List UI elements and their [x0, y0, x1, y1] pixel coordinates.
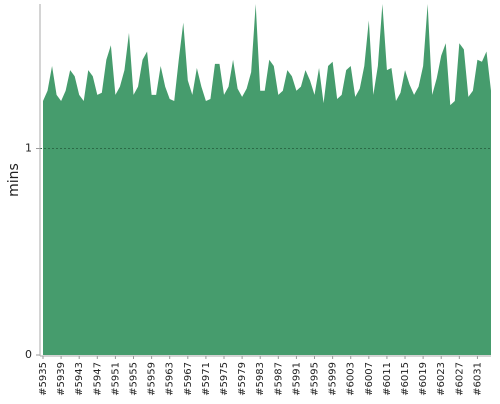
y-tick-label: 1: [25, 142, 32, 155]
x-tick-label: #5991: [291, 362, 302, 396]
x-tick-label: #5951: [110, 362, 121, 396]
x-tick-label: #5955: [129, 362, 140, 396]
x-tick-label: #5967: [183, 362, 194, 396]
y-axis-label: mins: [6, 163, 22, 197]
x-tick-label: #5959: [147, 362, 158, 396]
x-tick-label: #5935: [38, 362, 49, 396]
x-tick-label: #5979: [237, 362, 248, 396]
x-tick-label: #5943: [74, 362, 85, 396]
y-tick-label: 0: [25, 348, 32, 361]
x-tick-label: #5939: [56, 362, 67, 396]
x-tick-label: #5999: [328, 362, 339, 396]
x-tick-label: #5975: [219, 362, 230, 396]
x-tick-label: #6019: [418, 362, 429, 396]
x-tick-label: #5995: [310, 362, 321, 396]
x-tick-label: #5971: [201, 362, 212, 396]
x-tick-label: #5987: [273, 362, 284, 396]
x-tick-label: #6015: [400, 362, 411, 396]
x-tick-label: #5983: [255, 362, 266, 396]
x-tick-label: #6027: [454, 362, 465, 396]
x-tick-label: #6011: [382, 362, 393, 396]
x-tick-label: #5947: [92, 362, 103, 396]
x-tick-label: #6023: [436, 362, 447, 396]
x-tick-label: #6007: [364, 362, 375, 396]
x-tick-label: #5963: [165, 362, 176, 396]
x-tick-label: #6003: [346, 362, 357, 396]
x-tick-label: #6031: [472, 362, 483, 396]
area: [43, 4, 491, 355]
